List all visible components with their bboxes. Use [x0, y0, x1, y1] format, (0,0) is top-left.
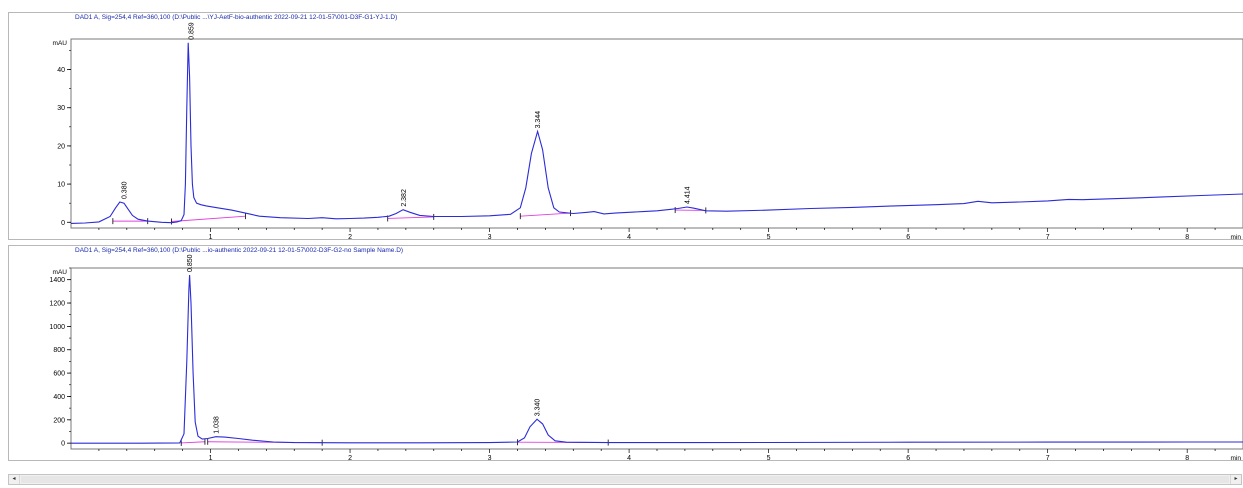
x-tick-label: 7 — [1046, 455, 1050, 460]
x-tick-label: 1 — [209, 234, 213, 239]
y-tick-label: 0 — [61, 220, 65, 227]
x-tick-label: 5 — [767, 234, 771, 239]
x-tick-label: 1 — [209, 455, 213, 460]
y-tick-label: 0 — [61, 441, 65, 448]
integration-baseline — [181, 441, 205, 444]
chromatogram-plot-2: mAU 0 200 400 600 800 1000 1200 1400 1 2 3 4 5 6 7 8 min 0… — [49, 254, 1243, 460]
plot-frame — [70, 267, 1243, 450]
y-axis-unit-label: mAU — [53, 269, 68, 276]
y-tick-label: 1400 — [49, 277, 65, 284]
x-tick-label: 4 — [627, 455, 631, 460]
y-tick-label: 10 — [57, 182, 65, 189]
signal-trace — [70, 42, 1243, 224]
horizontal-scrollbar[interactable]: ◂ ▸ — [8, 474, 1242, 485]
scroll-left-arrow-icon[interactable]: ◂ — [9, 475, 20, 484]
x-tick-label: 7 — [1046, 234, 1050, 239]
peak-retention-label: 1.038 — [213, 416, 220, 434]
x-tick-label: 4 — [627, 234, 631, 239]
x-axis-unit-label: min — [1231, 455, 1242, 460]
y-tick-label: 200 — [53, 417, 65, 424]
peak-retention-label: 3.340 — [535, 399, 542, 417]
peak-retention-label: 0.380 — [122, 181, 129, 199]
y-axis-unit-label: mAU — [53, 40, 68, 47]
x-tick-label: 6 — [906, 455, 910, 460]
peak-retention-label: 4.414 — [684, 186, 691, 204]
peak-retention-label: 0.850 — [187, 254, 194, 272]
peak-retention-label: 2.382 — [401, 189, 408, 207]
chromatogram-panel-2: DAD1 A, Sig=254,4 Ref=360,100 (D:\Public… — [8, 245, 1243, 461]
integration-baseline — [387, 216, 434, 219]
y-tick-label: 1200 — [49, 301, 65, 308]
x-axis-unit-label: min — [1231, 234, 1242, 239]
x-tick-label: 5 — [767, 455, 771, 460]
y-tick-label: 600 — [53, 371, 65, 378]
y-tick-label: 20 — [57, 143, 65, 150]
x-tick-label: 2 — [348, 234, 352, 239]
scroll-thumb[interactable] — [21, 476, 1229, 483]
peak-retention-label: 0.859 — [188, 22, 195, 40]
x-tick-label: 8 — [1185, 234, 1189, 239]
x-tick-label: 3 — [488, 234, 492, 239]
y-tick-label: 800 — [53, 347, 65, 354]
x-tick-label: 2 — [348, 455, 352, 460]
x-tick-label: 8 — [1185, 455, 1189, 460]
signal-trace — [71, 274, 1243, 444]
x-tick-label: 3 — [488, 455, 492, 460]
y-tick-label: 40 — [57, 67, 65, 74]
chromatogram-title-1: DAD1 A, Sig=254,4 Ref=360,100 (D:\Public… — [75, 14, 398, 21]
y-tick-label: 1000 — [49, 324, 65, 331]
x-tick-label: 6 — [906, 234, 910, 239]
integration-baseline — [171, 215, 246, 222]
integration-baseline — [520, 212, 571, 217]
chromatogram-panel-1: DAD1 A, Sig=254,4 Ref=360,100 (D:\Public… — [8, 12, 1243, 240]
chromatogram-title-2: DAD1 A, Sig=254,4 Ref=360,100 (D:\Public… — [75, 247, 404, 254]
y-tick-label: 30 — [57, 105, 65, 112]
y-tick-label: 400 — [53, 394, 65, 401]
chromatogram-plot-1: mAU 0 10 20 30 40 1 2 3 4 5 6 7 8 min 0.380 0.859 2.382 3.… — [53, 22, 1243, 239]
scroll-right-arrow-icon[interactable]: ▸ — [1230, 475, 1241, 484]
peak-retention-label: 3.344 — [535, 111, 542, 129]
